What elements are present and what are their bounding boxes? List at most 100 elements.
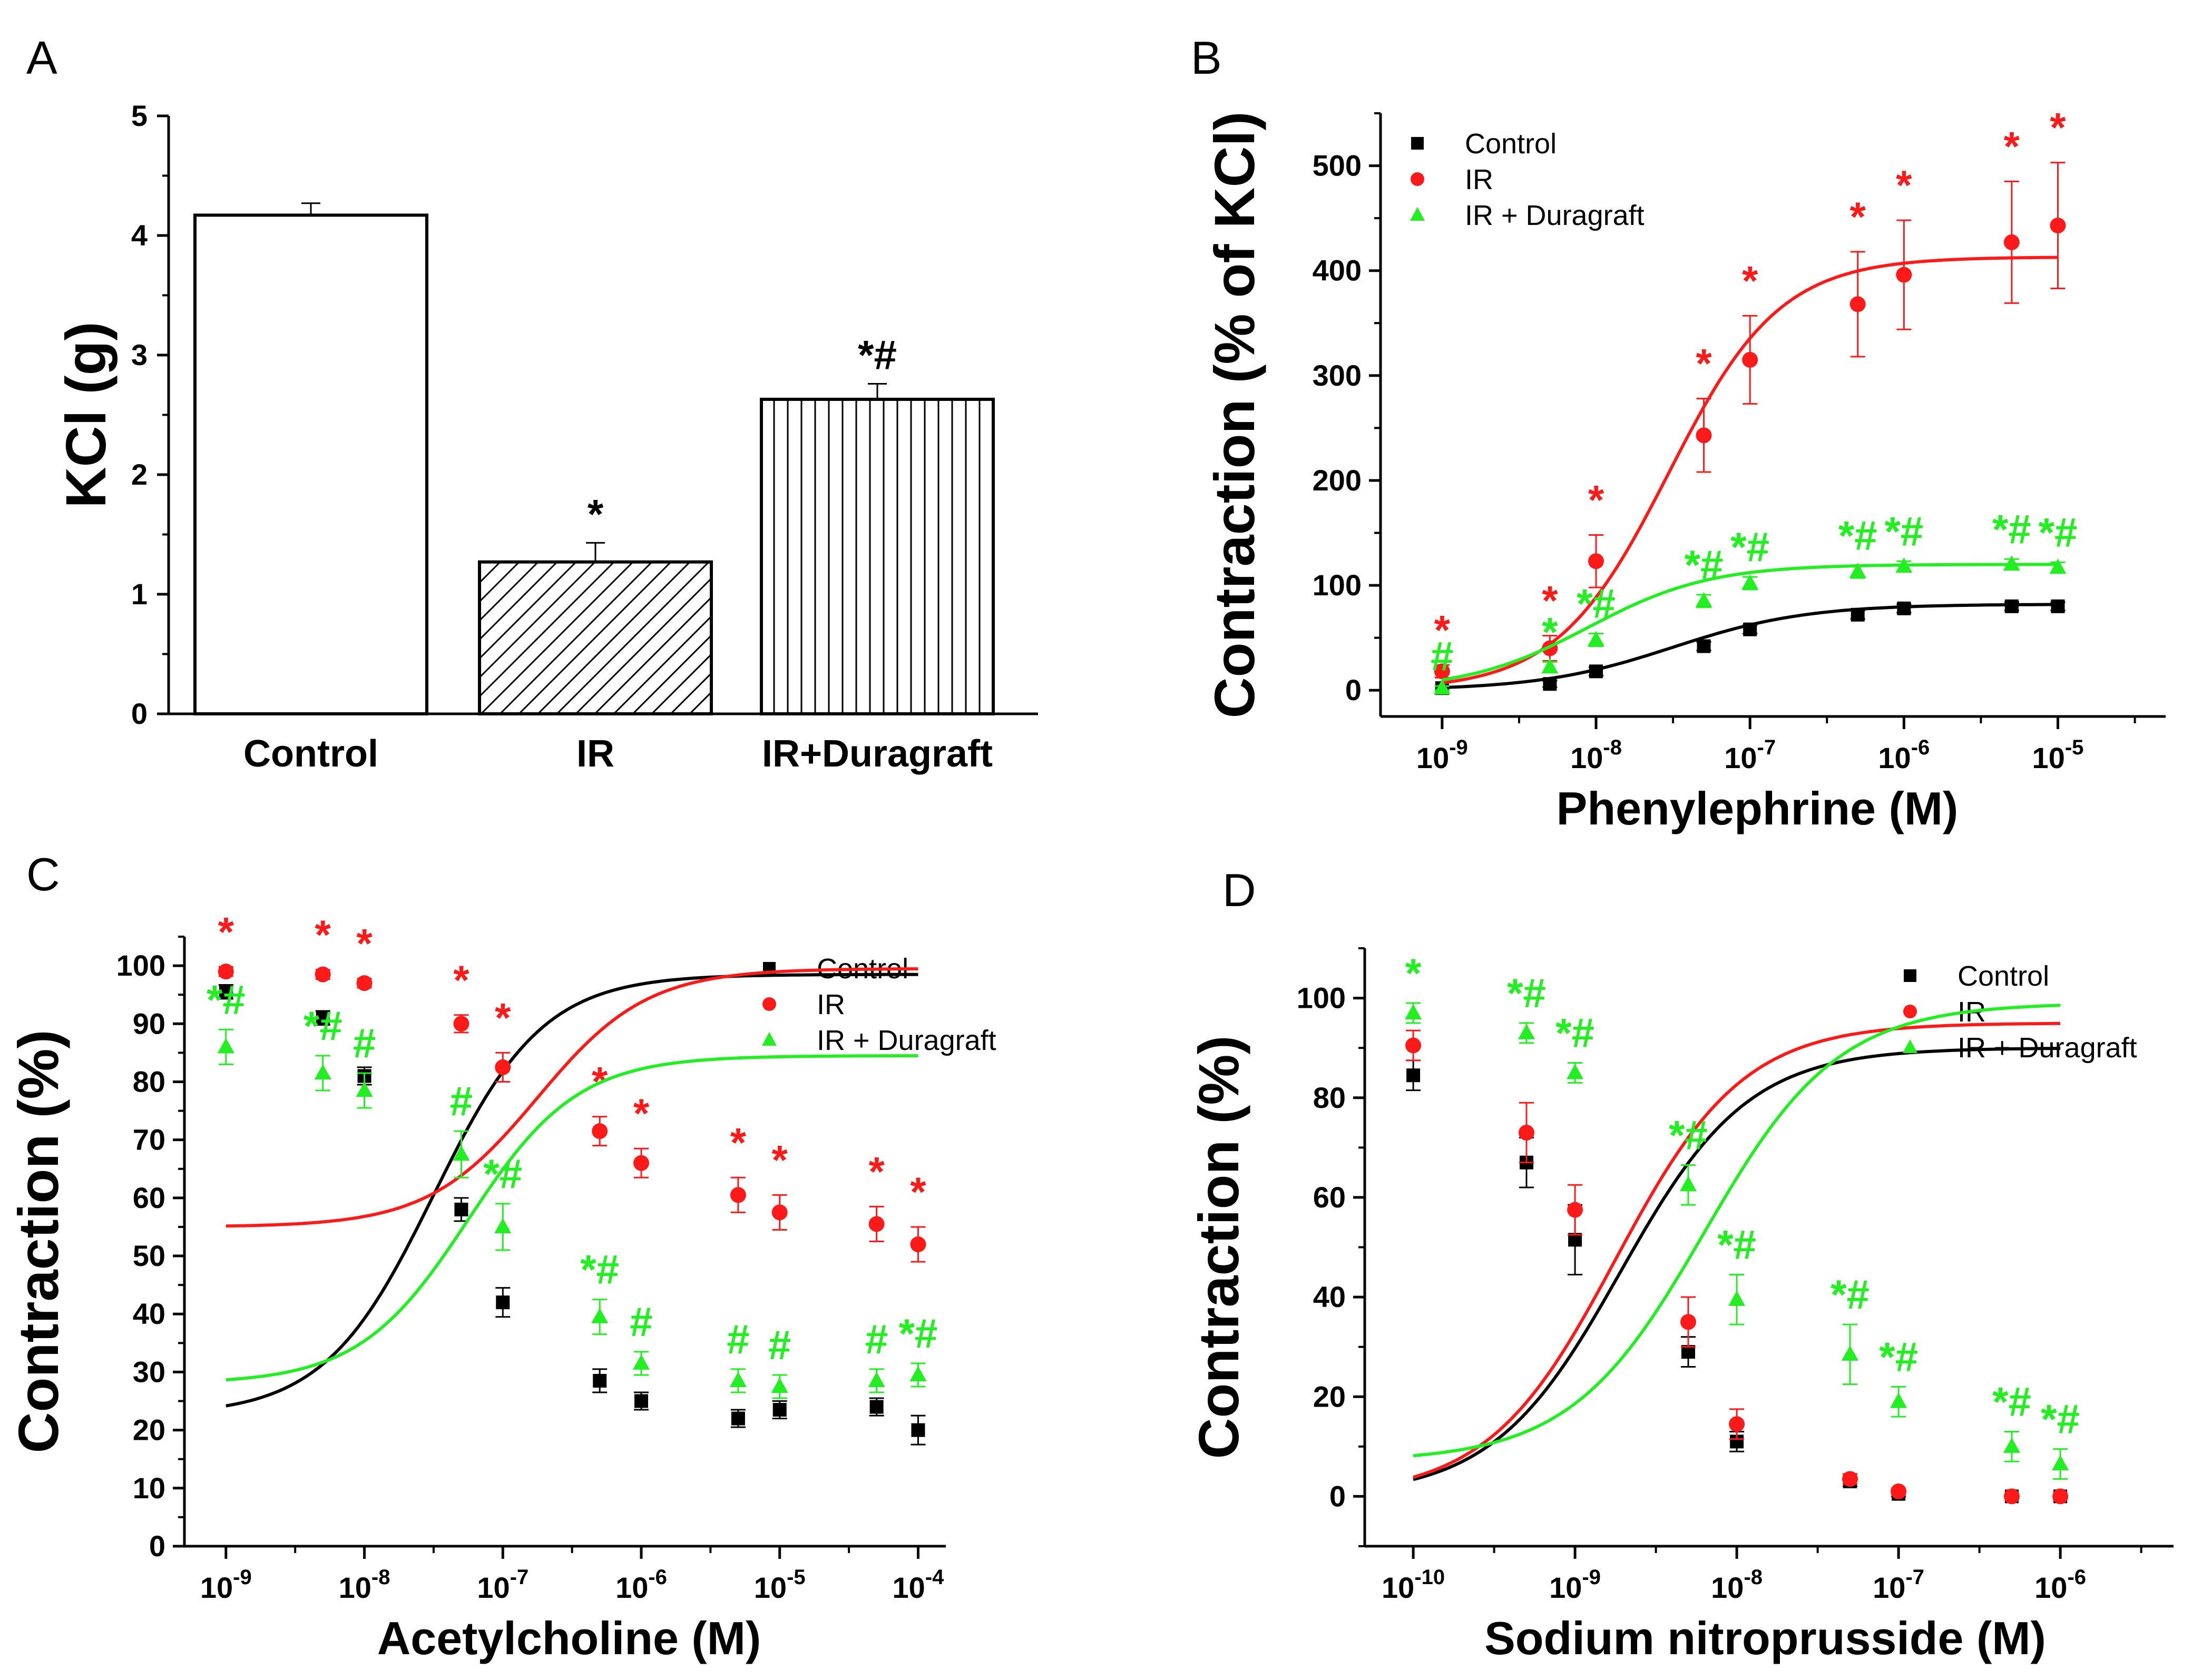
b-significance-marker-ir: * [1434,606,1451,653]
d-point-ir-duragraft [1518,1024,1535,1039]
d-point-ir-duragraft [1680,1176,1697,1192]
d-point-ir-duragraft [1405,1004,1422,1019]
d-x-axis-title: Sodium nitroprusside (M) [1484,1612,2046,1664]
panel-b-phenylephrine-chart: 0 100 200 300 400 500 10-9 10-8 10-7 10-6 10-5 Phen… [1202,104,2166,834]
c-y-tick-label: 20 [133,1413,165,1447]
c-point-control [911,1423,925,1437]
d-point-ir [1891,1483,1907,1499]
b-point-ir [1742,351,1758,368]
b-y-tick-label: 200 [1313,464,1362,497]
d-legend-marker-ir [1903,1005,1917,1018]
c-significance-marker-ir-duragraft: *# [304,1003,342,1049]
a-y-tick-label: 4 [131,219,148,252]
c-point-control [219,985,233,999]
b-significance-marker-ir-duragraft: * [1542,608,1558,655]
c-point-ir [592,1123,608,1139]
b-point-ir-duragraft [2049,558,2067,574]
b-y-tick-label: 500 [1313,149,1362,182]
d-point-ir-duragraft [1842,1345,1858,1361]
b-significance-marker-ir: * [2050,104,2066,151]
d-significance-marker-ir-duragraft: *# [1831,1271,1870,1318]
d-y-tick-label: 0 [1329,1479,1346,1512]
c-significance-marker-ir-duragraft: *# [207,976,246,1023]
b-point-ir [1588,553,1604,569]
c-y-tick-label: 60 [133,1181,165,1214]
d-significance-marker-ir-duragraft: *# [1717,1222,1756,1268]
d-y-tick-label: 40 [1313,1280,1346,1313]
c-point-ir-duragraft [909,1365,927,1381]
c-significance-marker-ir-duragraft: # [865,1316,888,1362]
c-x-axis-title: Acetylcholine (M) [377,1612,761,1664]
c-point-ir-duragraft [453,1145,470,1161]
b-legend-label-control: Control [1465,128,1557,160]
c-x-tick-label: 10-4 [893,1566,945,1604]
c-point-ir [730,1187,746,1203]
a-category-label: IR+Duragraft [762,733,993,775]
c-y-tick-label: 80 [133,1065,165,1098]
c-point-ir-duragraft [868,1371,885,1387]
c-x-tick-label: 10-8 [339,1566,390,1604]
d-point-ir-duragraft [1890,1392,1907,1408]
d-legend-label-ir-duragraft: IR + Duragraft [1958,1032,2137,1064]
c-x-tick-label: 10-7 [477,1566,529,1604]
d-point-ir [1405,1037,1422,1054]
d-x-tick-label: 10-7 [1873,1566,1924,1604]
b-legend-marker-ir-duragraft [1410,207,1425,221]
d-x-tick-label: 10-8 [1711,1566,1763,1604]
c-point-ir-duragraft [217,1038,234,1054]
b-legend-marker-control [1411,137,1424,150]
b-y-axis-title: Contraction (% of KCl) [1202,112,1266,719]
b-significance-marker-ir-duragraft: *# [1884,508,1923,554]
a-y-tick-label: 3 [131,338,148,371]
a-significance-marker: * [588,490,604,537]
c-y-tick-label: 30 [133,1355,165,1388]
b-point-ir [1849,296,1866,312]
c-point-ir [495,1059,511,1075]
b-significance-marker-ir: * [1850,193,1866,240]
c-point-control [772,1403,787,1417]
b-point-ir-duragraft [1541,658,1559,674]
b-point-ir [2050,218,2066,234]
c-y-tick-label: 100 [116,949,165,982]
d-point-ir [1567,1202,1583,1218]
b-point-ir [2003,234,2020,250]
b-point-ir-duragraft [1695,592,1712,607]
c-y-tick-label: 70 [133,1123,165,1156]
d-legend-marker-ir-duragraft [1903,1039,1917,1053]
a-y-tick-label: 2 [131,458,148,491]
b-point-control [1543,677,1557,691]
panel-d-nitroprusside-chart: 0 20 40 60 80 100 10-10 10-9 10-8 10-7 10-6 Sodium … [1187,947,2174,1664]
b-significance-marker-ir-duragraft: *# [1577,581,1616,627]
b-x-tick-label: 10-9 [1416,736,1468,774]
d-significance-marker-ir-duragraft: * [1405,950,1422,996]
c-legend-marker-ir [762,997,776,1011]
c-significance-marker-ir-duragraft: *# [899,1310,938,1357]
b-significance-marker-ir-duragraft: *# [2039,509,2078,555]
d-point-ir-duragraft [2003,1437,2020,1453]
b-legend-label-ir: IR [1465,164,1493,195]
c-point-ir [633,1155,649,1171]
b-significance-marker-ir: * [1696,340,1712,387]
c-point-ir-duragraft [771,1377,788,1393]
c-significance-marker-ir: * [730,1119,747,1165]
d-significance-marker-ir-duragraft: *# [1669,1112,1708,1158]
c-point-ir-duragraft [494,1217,512,1233]
c-x-tick-label: 10-6 [615,1566,667,1604]
d-point-ir [1680,1314,1696,1330]
c-point-control [316,1011,330,1025]
b-y-tick-label: 300 [1313,359,1362,392]
a-category-label: Control [243,733,378,775]
b-point-ir [1696,427,1712,444]
c-point-ir [453,1016,469,1032]
b-y-tick-label: 100 [1313,568,1362,602]
d-significance-marker-ir-duragraft: *# [1879,1333,1918,1380]
a-y-tick-label: 1 [131,577,148,611]
c-point-ir-duragraft [314,1064,331,1079]
b-x-tick-label: 10-6 [1878,736,1930,774]
c-y-tick-label: 10 [133,1471,165,1505]
c-point-control [593,1373,607,1388]
b-x-axis-title: Phenylephrine (M) [1557,782,1959,834]
b-significance-marker-ir-duragraft: *# [1730,524,1769,570]
c-significance-marker-ir-duragraft: *# [483,1151,522,1197]
c-y-axis-title: Contraction (%) [6,1030,70,1453]
